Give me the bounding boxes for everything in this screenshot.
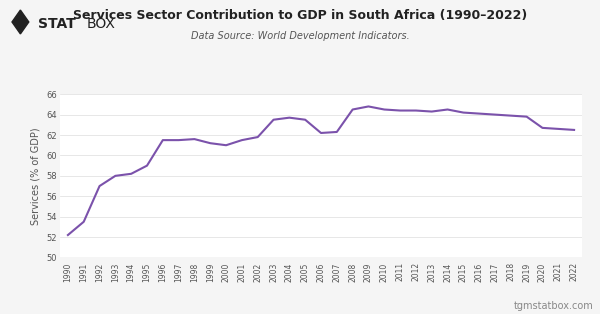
Y-axis label: Services (% of GDP): Services (% of GDP): [31, 127, 41, 225]
Text: Data Source: World Development Indicators.: Data Source: World Development Indicator…: [191, 31, 409, 41]
Polygon shape: [12, 10, 29, 34]
Text: STAT: STAT: [38, 17, 76, 30]
Text: BOX: BOX: [86, 17, 115, 30]
Text: Services Sector Contribution to GDP in South Africa (1990–2022): Services Sector Contribution to GDP in S…: [73, 9, 527, 22]
Text: tgmstatbox.com: tgmstatbox.com: [514, 301, 594, 311]
